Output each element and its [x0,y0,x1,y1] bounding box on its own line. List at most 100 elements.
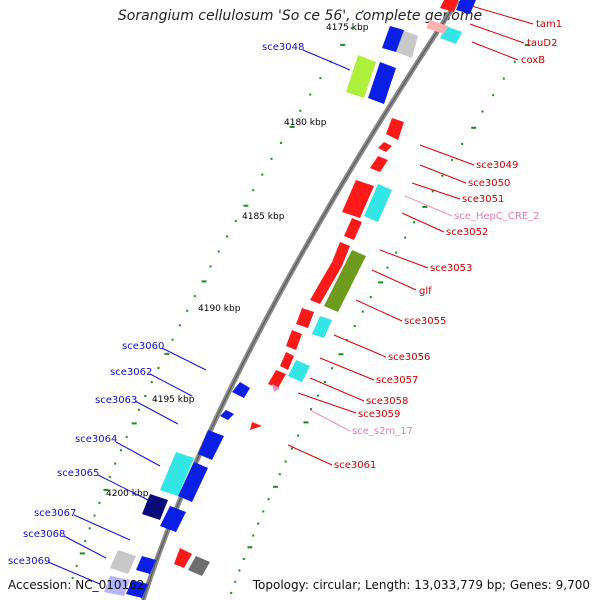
scale-tick [144,395,147,397]
scale-tick [303,421,309,424]
gene-label: sce3057 [376,375,418,386]
scale-tick [217,250,220,253]
gene-label: sce3055 [404,316,446,327]
genes-minus-strand [104,26,418,598]
scale-tick [234,580,237,583]
scale-tick [88,527,91,530]
scale-tick [471,126,477,129]
gene-label: sce3069 [8,556,50,567]
scale-tick [441,174,444,177]
gene-label: sce3064 [75,434,117,445]
gene-label: sce3048 [262,42,304,53]
scale-tick [278,473,281,476]
scale-tick [247,546,253,549]
scale-tick [289,125,295,128]
scale-tick [125,435,128,438]
scale-tick [186,309,189,312]
scale-tick [502,77,505,80]
scale-tick [338,353,344,356]
scale-tick [290,447,293,450]
scale-tick [243,204,249,207]
gene-labels-left: sce3048 sce3060 sce3062 sce3063 sce3064 … [8,42,304,567]
gene-label: sce3050 [468,178,510,189]
scale-tick [273,485,279,488]
gene-label: glf [419,286,432,297]
gene-labels-right: tam1 tauD2 coxB sce3049 sce3050 sce3051 … [334,19,562,471]
scale-tick [71,577,74,580]
scale-tick [201,280,207,283]
scale-tick [171,338,174,341]
gene-label: tam1 [536,19,562,30]
scale-tick [386,266,389,269]
scale-tick [262,510,265,513]
gene-label: sce3056 [388,352,430,363]
scale-tick [284,460,287,463]
scale-tick [395,251,398,254]
gene-label: tauD2 [527,38,557,49]
scale-tick [369,296,372,299]
scale-tick [93,514,96,517]
gene-label: sce3061 [334,460,376,471]
scale-tick [422,205,428,208]
gene-label: sce3053 [430,263,472,274]
gene-label: sce3068 [23,529,65,540]
scale-label: 4200 kbp [106,489,149,499]
scale-tick [299,109,302,112]
scale-tick [252,534,255,537]
scale-tick [209,265,212,268]
gene-label: sce3067 [34,508,76,519]
scale-tick [234,220,237,223]
scale-tick [75,564,78,567]
scale-tick [79,552,85,555]
scale-label: 4185 kbp [242,212,285,222]
scale-tick [137,408,140,411]
gene-label: sce3060 [122,341,164,352]
scale-tick [150,381,153,384]
scale-tick [378,281,384,284]
gene-label: sce3062 [110,367,152,378]
scale-tick [481,110,484,113]
scale-tick [461,142,464,145]
scale-tick [353,325,356,327]
scale-tick [297,434,299,437]
scale-tick [404,236,407,239]
scale-tick [451,158,454,161]
scale-tick [323,381,326,383]
scale-label: 4190 kbp [198,304,241,314]
scale-tick [350,27,353,30]
scale-tick [361,310,364,313]
scale-tick [261,173,264,176]
scale-tick [431,190,434,193]
scale-tick [309,93,312,96]
scale-tick [257,522,260,525]
scale-tick [242,558,245,560]
scale-label: 4195 kbp [152,395,195,405]
scale-tick [513,60,516,63]
scale-tick [164,352,170,355]
map-title: Sorangium cellulosum 'So ce 56', complet… [117,8,483,24]
scale-tick [157,367,160,369]
scale-tick [316,394,319,397]
scale-tick [193,295,196,298]
gene-label: sce_s2m_17 [352,426,413,437]
leader-lines-left [47,49,351,585]
gene-label: sce3065 [57,468,99,479]
scale-tick [238,569,241,572]
scale-tick [98,501,101,504]
scale-tick [319,77,322,80]
scale-tick [230,591,233,594]
scale-ticks [71,10,530,594]
leader-lines-right [287,4,534,466]
gene-label: sce3058 [366,396,408,407]
scale-label: 4175 kbp [326,23,369,33]
gene-label: sce3051 [462,194,504,205]
gene-label: sce3052 [446,227,488,238]
scale-tick [340,43,346,46]
scale-tick [280,141,282,144]
scale-tick [252,189,255,192]
scale-tick [361,10,364,13]
scale-tick [84,539,87,542]
scale-tick [492,94,495,97]
accession-text: Accession: NC_010162 [8,578,145,592]
